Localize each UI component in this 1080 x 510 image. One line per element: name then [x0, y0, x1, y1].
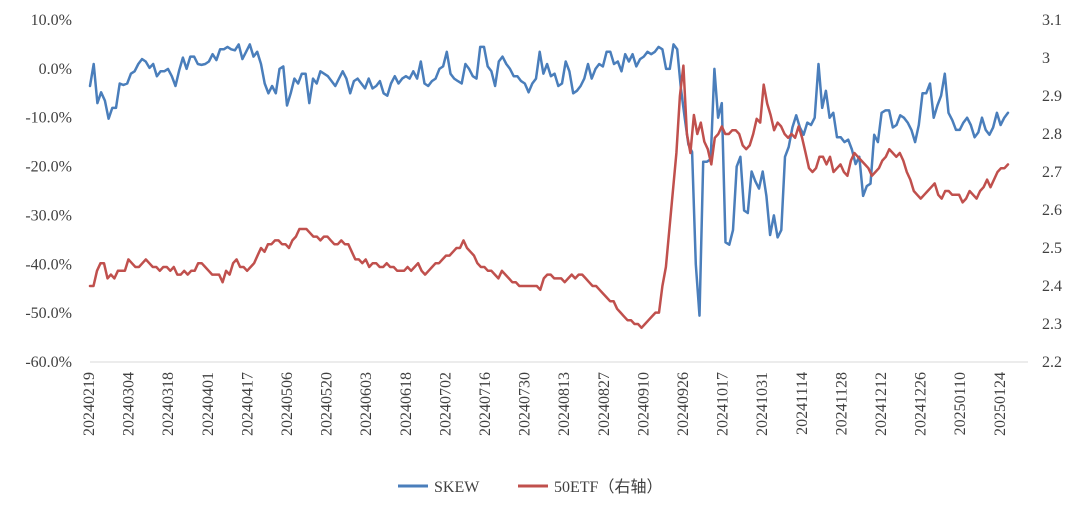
y-right-tick-label: 2.2 [1042, 354, 1062, 371]
x-tick-label: 20240506 [279, 372, 296, 436]
y-left-tick-label: -10.0% [25, 110, 72, 127]
legend-label-50etf: 50ETF（右轴） [554, 478, 662, 496]
x-tick-label: 20240618 [398, 372, 415, 436]
x-tick-label: 20240730 [517, 372, 534, 436]
x-tick-label: 20240219 [81, 372, 98, 436]
y-right-tick-label: 2.5 [1042, 240, 1062, 257]
x-tick-label: 20240702 [437, 372, 454, 436]
y-left-tick-label: 10.0% [31, 12, 72, 29]
x-tick-label: 20241226 [913, 372, 930, 436]
x-tick-label: 20240603 [358, 372, 375, 436]
y-right-tick-label: 2.3 [1042, 316, 1062, 333]
x-tick-label: 20240304 [121, 372, 138, 436]
x-tick-label: 20240827 [596, 372, 613, 436]
y-left-tick-label: -50.0% [25, 305, 72, 322]
x-tick-label: 20240401 [200, 372, 217, 436]
x-tick-label: 20240520 [319, 372, 336, 436]
y-right-tick-label: 2.6 [1042, 202, 1062, 219]
x-tick-label: 20240813 [556, 372, 573, 436]
x-tick-label: 20241017 [715, 372, 732, 436]
x-tick-label: 20240716 [477, 372, 494, 436]
x-tick-label: 20250110 [952, 372, 969, 435]
y-right-tick-label: 2.4 [1042, 278, 1062, 295]
x-tick-label: 20240318 [160, 372, 177, 436]
y-right-tick-label: 3.1 [1042, 12, 1062, 29]
y-left-tick-label: -30.0% [25, 207, 72, 224]
y-right-tick-label: 2.7 [1042, 164, 1062, 181]
x-tick-label: 20241212 [873, 372, 890, 436]
series-line-skew [88, 43, 1010, 317]
x-tick-label: 20241114 [794, 372, 811, 435]
legend: SKEW 50ETF（右轴） [398, 478, 662, 496]
axes-layer: 10.0% 0.0% -10.0% -20.0% -30.0% -40.0% -50.0% -… [25, 12, 1062, 436]
x-tick-label: 20240910 [635, 372, 652, 436]
legend-label-skew: SKEW [434, 479, 480, 496]
y-right-tick-label: 3 [1042, 50, 1050, 67]
y-right-tick-label: 2.8 [1042, 126, 1062, 143]
x-tick-label: 20240417 [239, 372, 256, 436]
y-right-tick-label: 2.9 [1042, 88, 1062, 105]
x-tick-label: 20241128 [833, 372, 850, 435]
x-tick-label: 20250124 [992, 372, 1009, 436]
y-left-tick-label: -20.0% [25, 159, 72, 176]
y-left-tick-label: -60.0% [25, 354, 72, 371]
y-left-tick-label: 0.0% [39, 61, 72, 78]
series-line-50etf [88, 64, 1010, 330]
series-layer [88, 43, 1010, 330]
x-tick-label: 20240926 [675, 372, 692, 436]
y-left-tick-label: -40.0% [25, 256, 72, 273]
x-tick-label: 20241031 [754, 372, 771, 436]
